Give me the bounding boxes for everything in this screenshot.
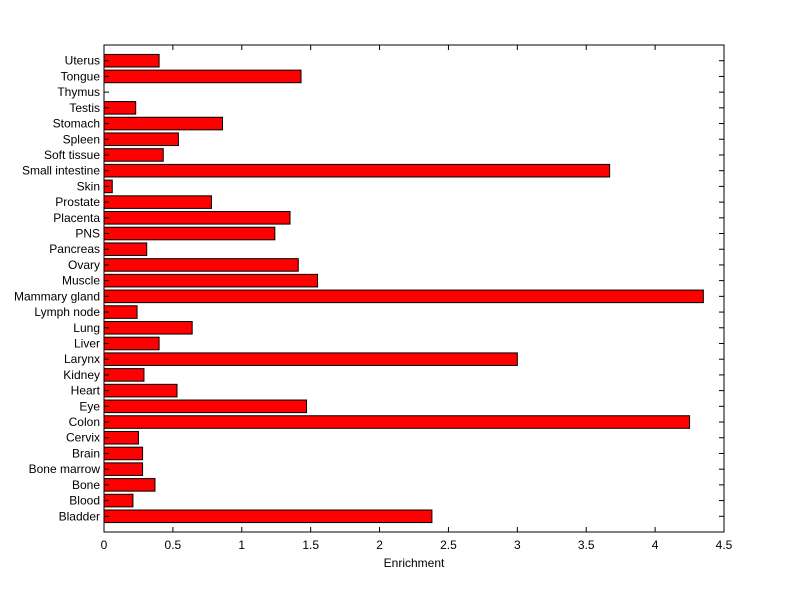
y-tick-label-bone-marrow: Bone marrow	[29, 462, 101, 476]
y-tick-label-lymph-node: Lymph node	[34, 305, 100, 319]
y-tick-label-kidney: Kidney	[63, 368, 100, 382]
y-tick-label-stomach: Stomach	[53, 117, 100, 131]
y-tick-label-soft-tissue: Soft tissue	[44, 148, 100, 162]
y-tick-label-eye: Eye	[79, 399, 100, 413]
x-tick-label: 3	[514, 538, 521, 552]
bar-mammary-gland	[103, 289, 704, 304]
bar-uterus	[103, 53, 160, 68]
y-tick-label-skin: Skin	[77, 179, 100, 193]
y-tick-label-muscle: Muscle	[62, 274, 100, 288]
x-tick-label: 1	[238, 538, 245, 552]
y-tick-label-tongue: Tongue	[61, 69, 101, 83]
x-tick-label: 4.5	[716, 538, 733, 552]
bar-bone-marrow	[103, 462, 144, 476]
bar-stomach	[103, 116, 223, 131]
bar-spleen	[103, 132, 179, 147]
y-tick-label-bladder: Bladder	[59, 509, 100, 523]
y-tick-label-brain: Brain	[72, 446, 100, 460]
bar-lung	[103, 320, 193, 335]
bar-liver	[103, 336, 160, 351]
y-tick-label-heart: Heart	[71, 384, 101, 398]
bar-brain	[103, 446, 144, 461]
bar-placenta	[103, 211, 291, 225]
y-tick-label-colon: Colon	[69, 415, 100, 429]
y-tick-label-bone: Bone	[72, 478, 100, 492]
bar-kidney	[103, 368, 145, 382]
x-tick-label: 4	[652, 538, 659, 552]
x-tick-label: 0.5	[165, 538, 182, 552]
y-tick-label-placenta: Placenta	[53, 211, 100, 225]
y-tick-label-cervix: Cervix	[66, 431, 100, 445]
bar-heart	[103, 383, 178, 398]
y-tick-label-larynx: Larynx	[64, 352, 100, 366]
y-tick-label-small-intestine: Small intestine	[22, 164, 100, 178]
bar-prostate	[103, 195, 212, 209]
y-tick-label-blood: Blood	[69, 494, 100, 508]
x-tick-label: 2.5	[440, 538, 457, 552]
x-tick-label: 0	[101, 538, 108, 552]
y-tick-label-ovary: Ovary	[68, 258, 100, 272]
x-tick-label: 2	[376, 538, 383, 552]
bar-cervix	[103, 430, 139, 445]
bar-muscle	[103, 273, 319, 288]
bar-pns	[103, 226, 276, 241]
bar-bone	[103, 478, 156, 492]
bar-larynx	[103, 352, 518, 366]
bar-bladder	[103, 509, 433, 524]
x-tick-label: 3.5	[578, 538, 595, 552]
bar-ovary	[103, 258, 299, 272]
y-tick-label-testis: Testis	[69, 101, 100, 115]
y-tick-label-lung: Lung	[73, 321, 100, 335]
y-tick-label-mammary-gland: Mammary gland	[14, 289, 100, 303]
bar-small-intestine	[103, 163, 611, 178]
bar-pancreas	[103, 242, 148, 257]
bar-colon	[103, 415, 691, 429]
y-tick-label-uterus: Uterus	[65, 54, 100, 68]
bar-tongue	[103, 69, 302, 84]
y-tick-label-spleen: Spleen	[63, 132, 100, 146]
bar-eye	[103, 399, 308, 414]
bar-soft-tissue	[103, 148, 164, 162]
x-tick-label: 1.5	[302, 538, 319, 552]
y-tick-label-pancreas: Pancreas	[49, 242, 100, 256]
y-tick-label-liver: Liver	[74, 336, 100, 350]
y-tick-label-pns: PNS	[75, 227, 100, 241]
y-tick-label-thymus: Thymus	[57, 85, 100, 99]
y-tick-label-prostate: Prostate	[55, 195, 100, 209]
x-axis-label: Enrichment	[384, 556, 445, 570]
